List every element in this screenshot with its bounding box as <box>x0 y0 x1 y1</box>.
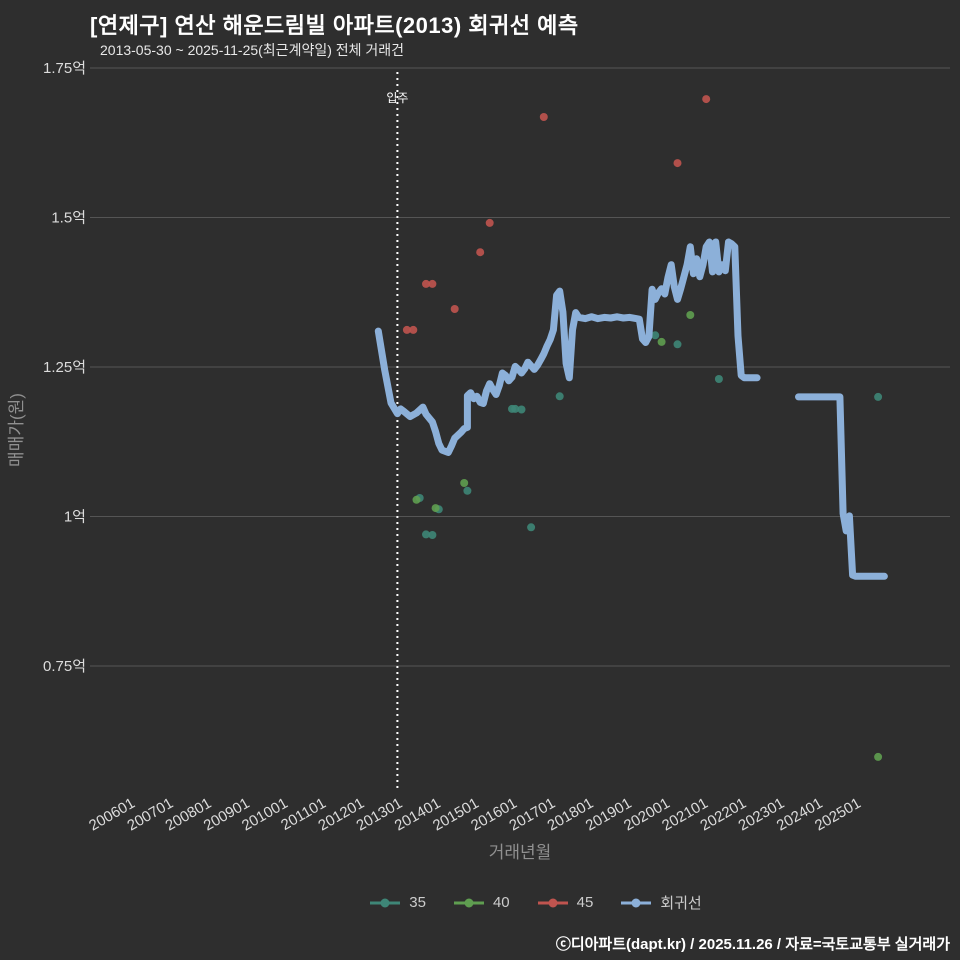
legend-label: 회귀선 <box>660 895 702 912</box>
chart-legend: 35 40 45 회귀선 <box>0 892 960 913</box>
svg-text:1.75억: 1.75억 <box>43 60 86 77</box>
legend-item-35[interactable]: 35 <box>368 894 426 911</box>
svg-text:1.25억: 1.25억 <box>43 359 86 376</box>
legend-marker-icon <box>621 898 652 907</box>
legend-label: 35 <box>409 894 426 911</box>
legend-marker-icon <box>370 898 401 907</box>
series-40[interactable] <box>412 311 883 761</box>
legend-label: 45 <box>576 894 594 911</box>
copyright-credit: ⓒ디아파트(dapt.kr) / 2025.11.26 / 자료=국토교통부 실… <box>555 936 950 953</box>
x-axis-tick-labels: 2006012007012008012009012010012011012012… <box>86 795 864 835</box>
page-title: [연제구] 연산 해운드림빌 아파트(2013) 회귀선 예측 <box>90 13 579 38</box>
y-axis-tick-labels: 1.75억 1.5억 1.25억 1억 0.75억 <box>43 60 86 675</box>
y-axis-title: 매매가(원) <box>7 393 26 467</box>
series-35[interactable] <box>415 331 883 539</box>
legend-marker-icon <box>537 898 568 907</box>
regression-line[interactable] <box>374 238 888 580</box>
legend-item-회귀선[interactable]: 회귀선 <box>619 892 702 913</box>
legend-marker-icon <box>453 898 484 907</box>
series-45[interactable] <box>402 95 711 334</box>
legend-label: 40 <box>492 894 510 911</box>
svg-text:입주: 입주 <box>386 91 408 105</box>
move-in-annotation: 입주 <box>386 72 408 788</box>
svg-text:0.75억: 0.75억 <box>43 658 86 675</box>
gridlines <box>90 67 950 667</box>
legend-item-40[interactable]: 40 <box>452 894 510 911</box>
svg-text:1.5억: 1.5억 <box>51 210 86 227</box>
x-axis-title: 거래년월 <box>489 843 552 862</box>
svg-text:1억: 1억 <box>64 509 86 526</box>
page-subtitle: 2013-05-30 ~ 2025-11-25(최근계약일) 전체 거래건 <box>100 42 405 58</box>
legend-item-45[interactable]: 45 <box>536 894 594 911</box>
